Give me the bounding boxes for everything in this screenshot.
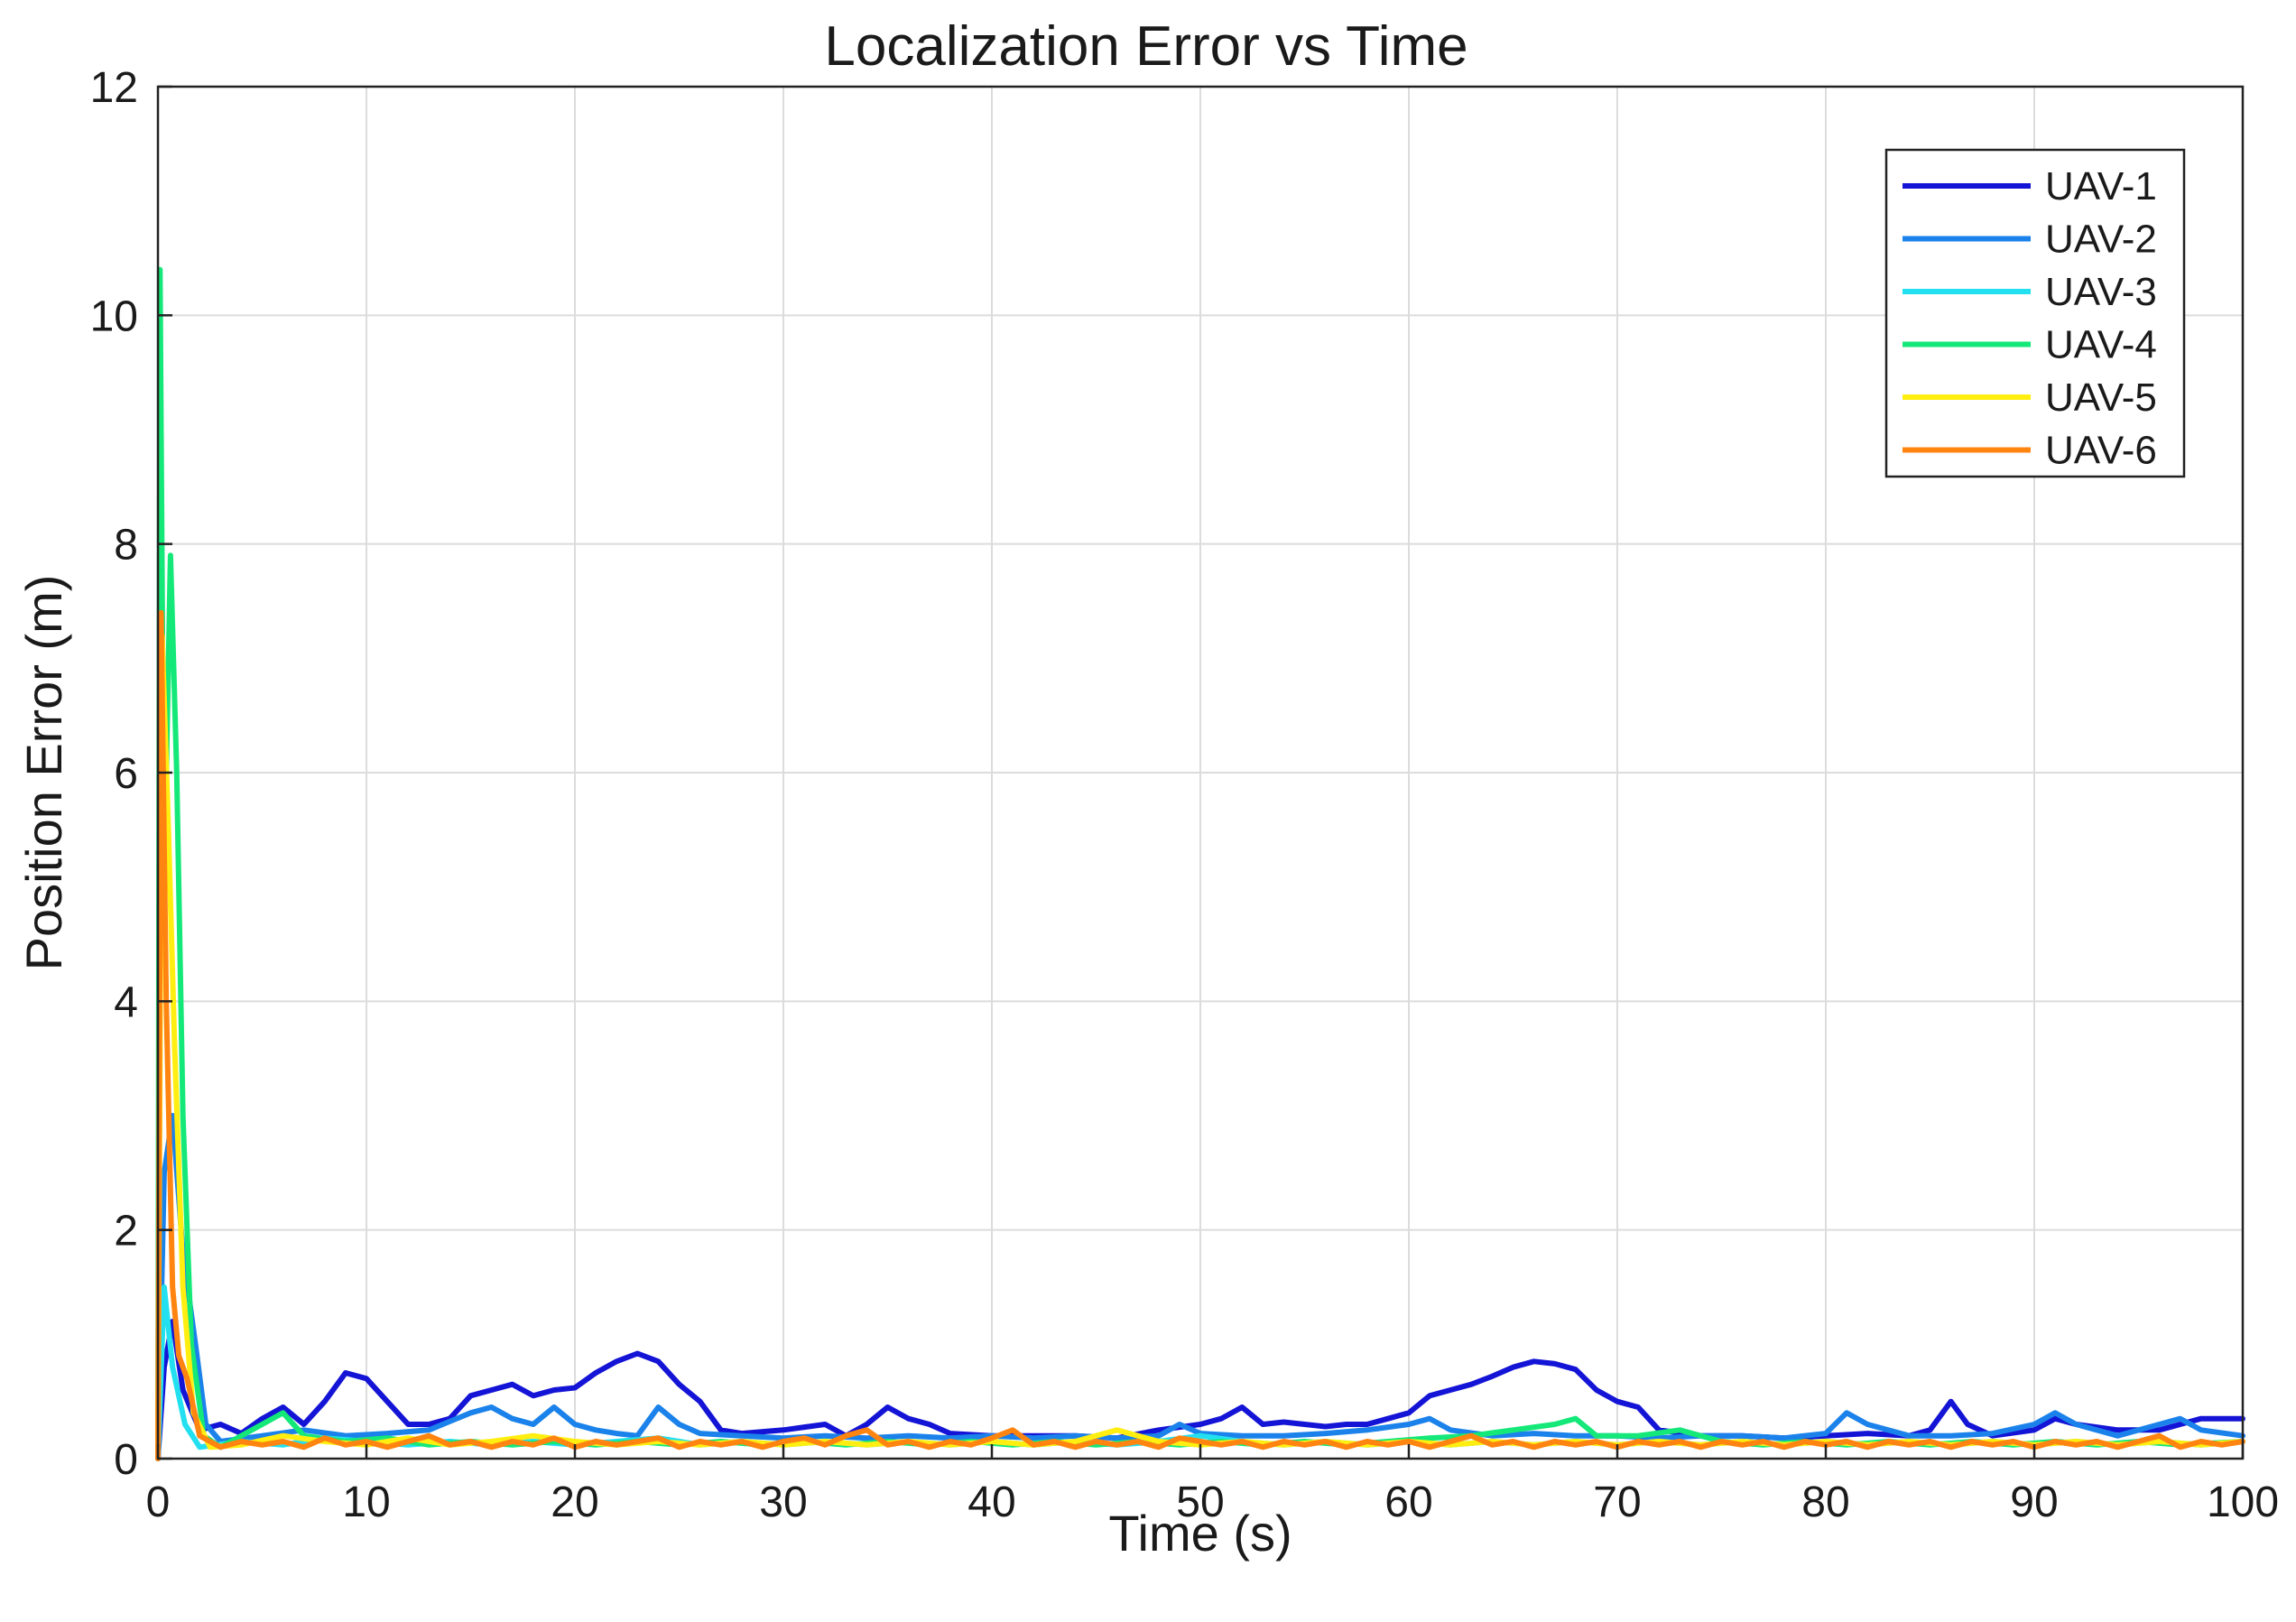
- legend-label-uav-5: UAV-5: [2045, 375, 2157, 420]
- x-tick-label: 50: [1176, 1478, 1224, 1526]
- legend-label-uav-6: UAV-6: [2045, 429, 2157, 473]
- x-tick-label: 70: [1593, 1478, 1641, 1526]
- x-tick-labels: 0 10 20 30 40 50 60 70 80 90 100: [146, 1478, 2279, 1526]
- series-lines: [155, 266, 2245, 1461]
- x-tick-label: 0: [146, 1478, 171, 1526]
- ticks: [156, 85, 2245, 1460]
- y-tick-label: 0: [114, 1436, 138, 1484]
- x-tick-label: 30: [759, 1478, 807, 1526]
- x-tick-label: 100: [2207, 1478, 2279, 1526]
- legend: UAV-1 UAV-2 UAV-3 UAV-4 UAV-5 UAV-6: [1884, 148, 2186, 478]
- y-tick-label: 2: [114, 1208, 138, 1256]
- y-tick-label: 12: [90, 64, 138, 112]
- legend-box: [1884, 148, 2186, 478]
- x-tick-label: 20: [551, 1478, 598, 1526]
- y-tick-label: 6: [114, 750, 138, 798]
- legend-label-uav-2: UAV-2: [2045, 218, 2157, 262]
- legend-label-uav-3: UAV-3: [2045, 270, 2157, 314]
- x-tick-label: 80: [1801, 1478, 1849, 1526]
- y-tick-label: 4: [114, 978, 138, 1026]
- y-tick-labels: 0 2 4 6 8 10 12: [90, 64, 138, 1484]
- y-tick-label: 8: [114, 522, 138, 570]
- legend-label-uav-1: UAV-1: [2045, 164, 2157, 209]
- y-tick-label: 10: [90, 292, 138, 340]
- x-tick-label: 10: [342, 1478, 390, 1526]
- x-tick-label: 40: [967, 1478, 1015, 1526]
- chart-title: Localization Error vs Time: [824, 15, 1467, 78]
- y-axis-label: Position Error (m): [15, 575, 72, 971]
- series-line-uav-6: [155, 609, 2245, 1461]
- grid: [158, 87, 2243, 1459]
- legend-label-uav-4: UAV-4: [2045, 323, 2157, 367]
- x-tick-label: 60: [1384, 1478, 1432, 1526]
- x-tick-label: 90: [2010, 1478, 2058, 1526]
- x-axis-label: Time (s): [1108, 1505, 1292, 1562]
